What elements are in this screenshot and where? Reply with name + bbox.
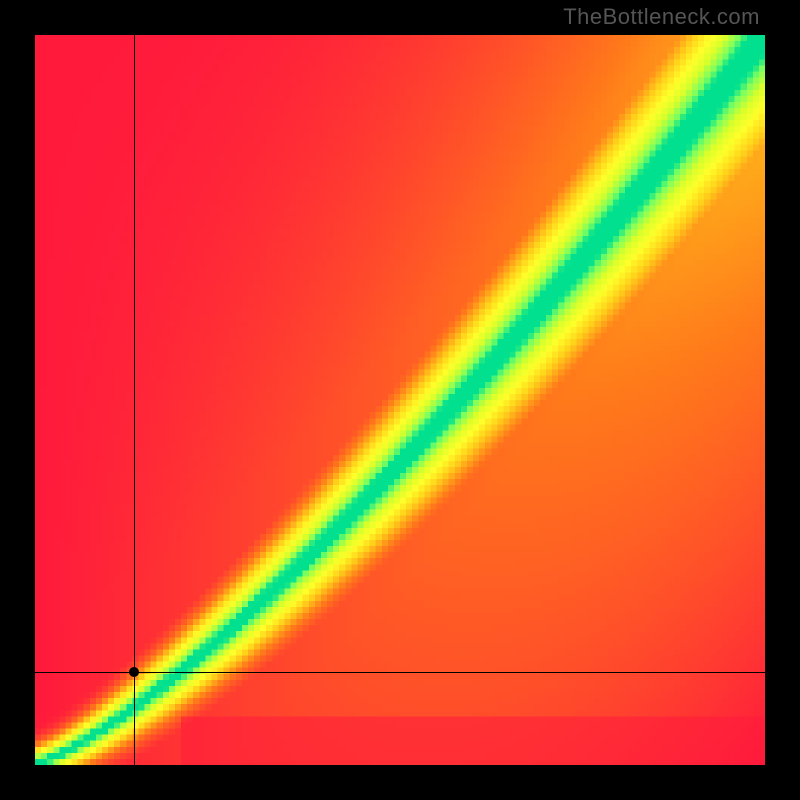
plot-border-right — [765, 0, 800, 800]
watermark-text: TheBottleneck.com — [563, 4, 760, 30]
bottleneck-heatmap — [35, 35, 765, 765]
chart-container: TheBottleneck.com — [0, 0, 800, 800]
plot-border-bottom — [0, 765, 800, 800]
selection-marker — [129, 667, 139, 677]
plot-border-left — [0, 0, 35, 800]
crosshair-horizontal — [35, 672, 765, 673]
crosshair-vertical — [134, 35, 135, 765]
